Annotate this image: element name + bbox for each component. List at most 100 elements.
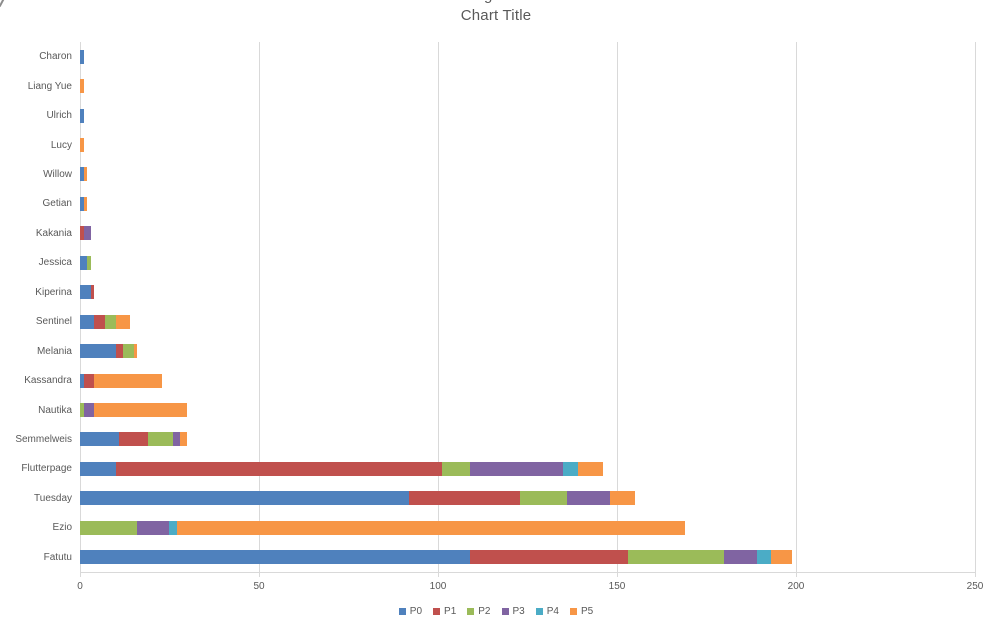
bar-segment-p1-kiperina[interactable] (90, 285, 95, 300)
legend-item-p0[interactable]: P0 (398, 606, 422, 617)
stacked-bar-ulrich (80, 108, 84, 123)
bar-segment-p4-ezio[interactable] (169, 520, 177, 535)
bar-row-sentinel (80, 307, 975, 336)
category-label-kakania: Kakania (35, 227, 72, 239)
bar-segment-p5-flutterpage[interactable] (577, 461, 603, 476)
bar-segment-p2-semmelweis[interactable] (148, 432, 174, 447)
bar-segment-p5-liang-yue[interactable] (80, 79, 84, 94)
bar-row-tuesday (80, 484, 975, 513)
bar-segment-p2-flutterpage[interactable] (441, 461, 471, 476)
bar-segment-p5-ezio[interactable] (176, 520, 685, 535)
plot-area (80, 42, 976, 572)
category-label-ezio: Ezio (52, 522, 72, 534)
bar-row-liang-yue (80, 71, 975, 100)
x-tick-label-0: 0 (77, 581, 83, 592)
cropped-text-left-edge: ) (0, 297, 1, 313)
bar-segment-p0-melania[interactable] (80, 344, 116, 359)
bar-segment-p3-semmelweis[interactable] (173, 432, 181, 447)
bar-segment-p1-kassandra[interactable] (83, 373, 95, 388)
bar-segment-p2-melania[interactable] (122, 344, 134, 359)
category-label-kassandra: Kassandra (24, 375, 72, 387)
bar-segment-p2-ezio[interactable] (80, 520, 138, 535)
legend-swatch-p0 (398, 608, 406, 615)
bar-segment-p1-melania[interactable] (115, 344, 123, 359)
stacked-bar-kassandra (80, 373, 163, 388)
legend-item-p5[interactable]: P5 (569, 606, 593, 617)
bar-segment-p2-jessica[interactable] (87, 255, 91, 270)
category-label-getian: Getian (42, 198, 72, 210)
bar-segment-p0-willow[interactable] (80, 167, 84, 182)
bar-segment-p3-kakania[interactable] (83, 226, 91, 241)
bar-segment-p4-fatutu[interactable] (756, 550, 771, 565)
bar-segment-p5-nautika[interactable] (94, 403, 188, 418)
bar-row-fatutu (80, 543, 975, 572)
bar-segment-p1-kakania[interactable] (80, 226, 84, 241)
legend-item-p3[interactable]: P3 (501, 606, 525, 617)
bar-segment-p0-charon[interactable] (80, 49, 84, 64)
bar-segment-p0-flutterpage[interactable] (80, 461, 116, 476)
bar-segment-p0-ulrich[interactable] (80, 108, 84, 123)
x-tick-label-250: 250 (966, 581, 984, 592)
legend-swatch-p3 (501, 608, 509, 615)
bar-segment-p2-fatutu[interactable] (627, 550, 725, 565)
stacked-bar-kakania (80, 226, 91, 241)
bar-segment-p4-flutterpage[interactable] (563, 461, 578, 476)
category-label-willow: Willow (43, 168, 72, 180)
bar-segment-p2-sentinel[interactable] (105, 314, 116, 329)
bar-segment-p0-jessica[interactable] (80, 255, 88, 270)
bar-segment-p2-tuesday[interactable] (520, 491, 567, 506)
bar-row-nautika (80, 395, 975, 424)
bar-segment-p0-tuesday[interactable] (80, 491, 410, 506)
legend-item-p4[interactable]: P4 (535, 606, 559, 617)
bar-segment-p5-kassandra[interactable] (94, 373, 163, 388)
stacked-bar-sentinel (80, 314, 131, 329)
bar-row-willow (80, 160, 975, 189)
bar-segment-p0-semmelweis[interactable] (80, 432, 120, 447)
x-tick-label-50: 50 (253, 581, 265, 592)
chart-title[interactable]: Chart Title (460, 7, 532, 24)
bar-segment-p1-sentinel[interactable] (94, 314, 106, 329)
category-label-tuesday: Tuesday (34, 492, 72, 504)
category-label-melania: Melania (36, 345, 72, 357)
bar-segment-p5-tuesday[interactable] (609, 491, 635, 506)
legend[interactable]: P0 P1 P2 P3 P4 P5 (0, 606, 992, 617)
legend-item-p1[interactable]: P1 (433, 606, 456, 617)
bar-segment-p3-nautika[interactable] (83, 403, 95, 418)
bar-segment-p3-fatutu[interactable] (724, 550, 757, 565)
bar-segment-p3-flutterpage[interactable] (470, 461, 564, 476)
legend-label-p4: P4 (546, 606, 559, 617)
stacked-bar-jessica (80, 255, 91, 270)
bar-segment-p0-getian[interactable] (80, 196, 84, 211)
bar-row-kiperina (80, 278, 975, 307)
legend-label-p2: P2 (478, 606, 491, 617)
legend-label-p3: P3 (512, 606, 525, 617)
bar-segment-p1-semmelweis[interactable] (119, 432, 148, 447)
bar-segment-p0-fatutu[interactable] (80, 550, 471, 565)
legend-swatch-p5 (569, 608, 577, 615)
bar-segment-p5-fatutu[interactable] (770, 550, 793, 565)
bar-segment-p2-nautika[interactable] (80, 403, 84, 418)
bar-row-kassandra (80, 366, 975, 395)
bar-segment-p0-kassandra[interactable] (80, 373, 84, 388)
bar-segment-p5-getian[interactable] (83, 196, 88, 211)
bar-segment-p5-semmelweis[interactable] (180, 432, 188, 447)
legend-item-p2[interactable]: P2 (467, 606, 491, 617)
bar-segment-p5-willow[interactable] (83, 167, 88, 182)
category-label-charon: Charon (39, 51, 72, 63)
gridline-50 (259, 42, 260, 572)
bar-segment-p5-melania[interactable] (133, 344, 138, 359)
bar-segment-p0-kiperina[interactable] (80, 285, 91, 300)
bar-segment-p3-ezio[interactable] (137, 520, 170, 535)
y-axis-category-labels[interactable]: Charon Liang Yue Ulrich Lucy Willow Getian Kak… (0, 42, 72, 572)
bar-segment-p3-tuesday[interactable] (566, 491, 610, 506)
bar-segment-p1-fatutu[interactable] (470, 550, 628, 565)
bar-segment-p0-sentinel[interactable] (80, 314, 95, 329)
bar-segment-p5-sentinel[interactable] (115, 314, 131, 329)
category-label-semmelweis: Semmelweis (15, 433, 72, 445)
bar-segment-p1-flutterpage[interactable] (115, 461, 442, 476)
bar-row-ezio (80, 513, 975, 542)
bar-row-charon (80, 42, 975, 71)
bar-segment-p5-lucy[interactable] (80, 138, 84, 153)
bar-segment-p1-tuesday[interactable] (409, 491, 521, 506)
